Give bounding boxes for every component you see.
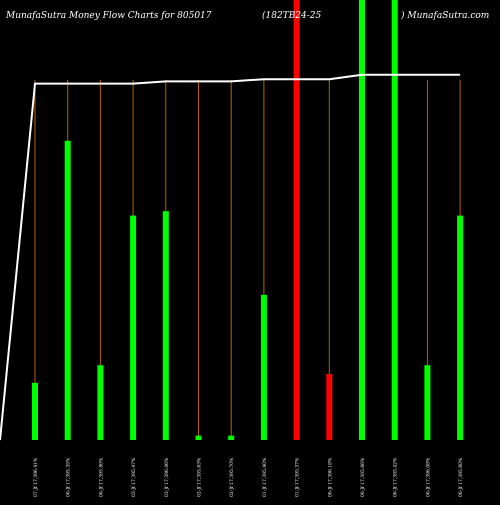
- money-flow-bar: [228, 435, 235, 440]
- chart-symbol: (182TB24-25: [262, 11, 322, 21]
- x-tick-label: 06-Jf 17,396.08%: [425, 457, 431, 497]
- money-flow-bar: [293, 0, 300, 440]
- money-flow-bar: [130, 215, 137, 440]
- x-tick-label: 01-Jf 17,395.37%: [295, 457, 301, 497]
- x-tick-label: 02-Jf 17,395.63%: [197, 457, 203, 497]
- money-flow-bar: [64, 140, 71, 441]
- x-tick-label: 03-Jf 17,395.47%: [131, 457, 137, 497]
- chart-title: MunafaSutra Money Flow Charts for 805017: [6, 11, 212, 21]
- money-flow-bar: [457, 215, 464, 440]
- trend-line: [0, 73, 461, 441]
- money-flow-bar: [195, 435, 202, 440]
- x-tick-label: 06-Jf 17,395.42%: [393, 457, 399, 497]
- money-flow-bar: [326, 374, 333, 440]
- chart-site: ) MunafaSutra.com: [401, 11, 490, 21]
- x-tick-label: 02-Jf 17,395.70%: [229, 457, 235, 497]
- x-tick-label: 07-Jf 17,396.41%: [33, 457, 39, 497]
- money-flow-bar: [424, 365, 431, 440]
- money-flow-bar: [260, 294, 267, 440]
- x-tick-label: 06-Jf 17,395.35%: [66, 457, 72, 497]
- money-flow-bar: [97, 365, 104, 440]
- money-flow-bar: [32, 382, 38, 440]
- money-flow-bar: [391, 0, 398, 440]
- x-tick-label: 06-Jf 17,395.80%: [98, 457, 104, 497]
- x-tick-label: 06-Jf 17,395.60%: [458, 457, 464, 497]
- money-flow-bar: [162, 211, 169, 440]
- money-flow-bar: [359, 0, 365, 440]
- x-tick-label: 06-Jf 17,395.66%: [360, 457, 366, 497]
- x-tick-label: 03-Jf 17,396.06%: [164, 457, 170, 497]
- x-tick-label: 01-Jf 17,395.90%: [262, 457, 268, 497]
- x-tick-label: 06-Jf 17,396.18%: [327, 457, 333, 497]
